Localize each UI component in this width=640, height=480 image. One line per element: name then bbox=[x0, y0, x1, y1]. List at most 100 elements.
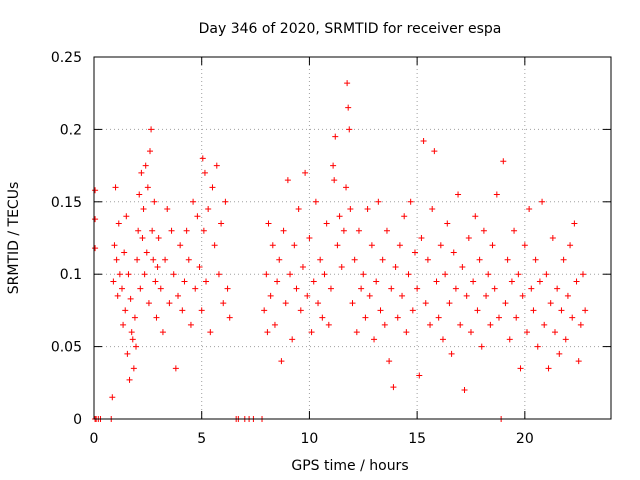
data-point bbox=[427, 321, 434, 328]
data-point bbox=[338, 263, 345, 270]
data-point bbox=[152, 278, 159, 285]
data-point bbox=[110, 278, 117, 285]
data-point bbox=[504, 256, 511, 263]
data-point bbox=[175, 292, 182, 299]
data-point bbox=[134, 256, 141, 263]
data-point bbox=[582, 307, 589, 314]
data-point bbox=[519, 292, 526, 299]
data-point bbox=[480, 227, 487, 234]
data-point bbox=[196, 263, 203, 270]
data-point bbox=[416, 372, 423, 379]
data-point bbox=[409, 307, 416, 314]
data-point bbox=[508, 278, 515, 285]
data-point bbox=[399, 292, 406, 299]
data-point bbox=[140, 206, 147, 213]
data-point bbox=[92, 245, 99, 252]
data-point bbox=[424, 256, 431, 263]
data-point bbox=[264, 329, 271, 336]
data-point bbox=[159, 329, 166, 336]
data-point bbox=[137, 285, 144, 292]
data-point bbox=[353, 329, 360, 336]
data-point bbox=[418, 235, 425, 241]
data-point bbox=[377, 307, 384, 314]
data-point bbox=[429, 206, 436, 213]
data-point bbox=[375, 198, 382, 205]
data-point bbox=[170, 271, 177, 278]
data-point bbox=[220, 300, 227, 307]
data-point bbox=[282, 300, 289, 307]
data-point bbox=[92, 187, 99, 194]
data-point bbox=[123, 213, 130, 220]
data-point bbox=[394, 314, 401, 321]
data-point bbox=[200, 227, 207, 234]
data-point bbox=[302, 169, 309, 176]
data-point bbox=[269, 242, 276, 249]
data-point bbox=[144, 184, 151, 191]
data-point bbox=[321, 271, 328, 278]
data-point bbox=[539, 198, 546, 205]
data-point bbox=[177, 242, 184, 249]
data-point bbox=[263, 271, 270, 278]
data-point bbox=[461, 387, 468, 394]
data-point bbox=[379, 256, 386, 263]
data-point bbox=[187, 321, 194, 328]
data-point bbox=[523, 329, 530, 336]
data-point bbox=[528, 285, 535, 292]
data-point bbox=[368, 242, 375, 249]
y-tick-label: 0.25 bbox=[51, 50, 82, 66]
data-point bbox=[358, 285, 365, 292]
data-point bbox=[319, 314, 326, 321]
data-point bbox=[476, 256, 483, 263]
data-point bbox=[530, 307, 537, 314]
data-point bbox=[274, 278, 281, 285]
data-point bbox=[153, 314, 160, 321]
data-point bbox=[560, 256, 567, 263]
data-point bbox=[543, 271, 550, 278]
data-point bbox=[547, 300, 554, 307]
data-point bbox=[142, 162, 149, 169]
data-point bbox=[485, 271, 492, 278]
data-point bbox=[579, 271, 586, 278]
data-point bbox=[545, 365, 552, 372]
data-point bbox=[470, 278, 477, 285]
data-point bbox=[151, 198, 158, 205]
data-point bbox=[396, 242, 403, 249]
data-point bbox=[271, 321, 278, 328]
data-point bbox=[119, 285, 126, 292]
data-point bbox=[280, 227, 287, 234]
data-point bbox=[500, 158, 507, 165]
data-point bbox=[166, 300, 173, 307]
data-point bbox=[444, 220, 451, 227]
x-tick-label: 20 bbox=[516, 431, 534, 447]
data-point bbox=[312, 198, 319, 205]
data-point bbox=[293, 285, 300, 292]
data-point bbox=[157, 285, 164, 292]
data-point bbox=[448, 350, 455, 357]
y-tick-label: 0.2 bbox=[60, 122, 82, 138]
data-point bbox=[133, 343, 140, 350]
data-point bbox=[521, 242, 528, 249]
data-point bbox=[299, 263, 306, 270]
data-point bbox=[439, 336, 446, 343]
data-point bbox=[135, 227, 142, 234]
data-point bbox=[276, 256, 283, 263]
data-point bbox=[226, 314, 233, 321]
data-point bbox=[139, 235, 146, 241]
data-point bbox=[201, 169, 208, 176]
data-point bbox=[120, 321, 127, 328]
data-point bbox=[129, 336, 136, 343]
y-axis-ticks: 0 0.05 0.1 0.15 0.2 0.25 bbox=[51, 50, 611, 428]
data-point bbox=[346, 126, 353, 133]
data-point bbox=[437, 242, 444, 249]
data-point bbox=[222, 198, 229, 205]
data-point bbox=[331, 177, 338, 184]
data-point bbox=[284, 177, 291, 184]
data-point bbox=[190, 198, 197, 205]
data-point bbox=[360, 271, 367, 278]
grid-lines bbox=[94, 57, 611, 419]
y-tick-label: 0.15 bbox=[51, 195, 82, 211]
data-point bbox=[392, 263, 399, 270]
data-point bbox=[435, 314, 442, 321]
data-point bbox=[138, 169, 145, 176]
data-point bbox=[126, 376, 133, 383]
